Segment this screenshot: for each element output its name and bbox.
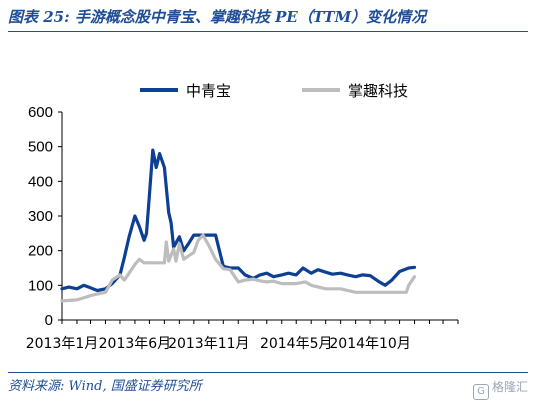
title-divider bbox=[8, 31, 528, 32]
chart-axes: 0 100 200 300 400 500 600 2013年1月 2013年6月2013年11… bbox=[26, 104, 459, 352]
source-note: 资料来源: Wind, 国盛证券研究所 bbox=[8, 379, 202, 394]
y-tick-label: 300 bbox=[28, 208, 53, 225]
y-tick-label: 0 bbox=[45, 312, 53, 329]
y-tick-label: 100 bbox=[28, 277, 53, 294]
watermark-text: 格隆汇 bbox=[491, 380, 528, 394]
y-tick-label: 400 bbox=[28, 173, 53, 190]
chart-legend: 中青宝 掌趣科技 bbox=[140, 82, 408, 100]
x-tick-label: 2014年5月 bbox=[260, 336, 333, 352]
figure-title: 图表 25: 手游概念股中青宝、掌趣科技 PE（TTM）变化情况 bbox=[8, 8, 427, 26]
legend-label-1: 中青宝 bbox=[186, 82, 231, 100]
x-tick-label: 2014年10月 bbox=[329, 336, 410, 352]
legend-label-2: 掌趣科技 bbox=[348, 82, 408, 100]
watermark-logo-icon: G bbox=[472, 384, 489, 400]
y-tick-label: 600 bbox=[28, 104, 53, 121]
source-divider bbox=[8, 372, 528, 373]
x-tick-label: 2013年1月 bbox=[26, 336, 99, 352]
x-tick-label: 2013年6月 bbox=[99, 336, 172, 352]
pe-line-chart: 中青宝 掌趣科技 0 100 200 300 400 500 600 2013年1月 2013年6… bbox=[26, 82, 459, 352]
y-tick-label: 200 bbox=[28, 243, 53, 260]
watermark: G 格隆汇 bbox=[472, 376, 528, 400]
series-line-2 bbox=[60, 233, 417, 303]
y-tick-label: 500 bbox=[28, 139, 53, 156]
series-line-1 bbox=[60, 148, 417, 293]
chart-series bbox=[60, 148, 417, 303]
x-tick-label: 2013年11月 bbox=[168, 336, 249, 352]
